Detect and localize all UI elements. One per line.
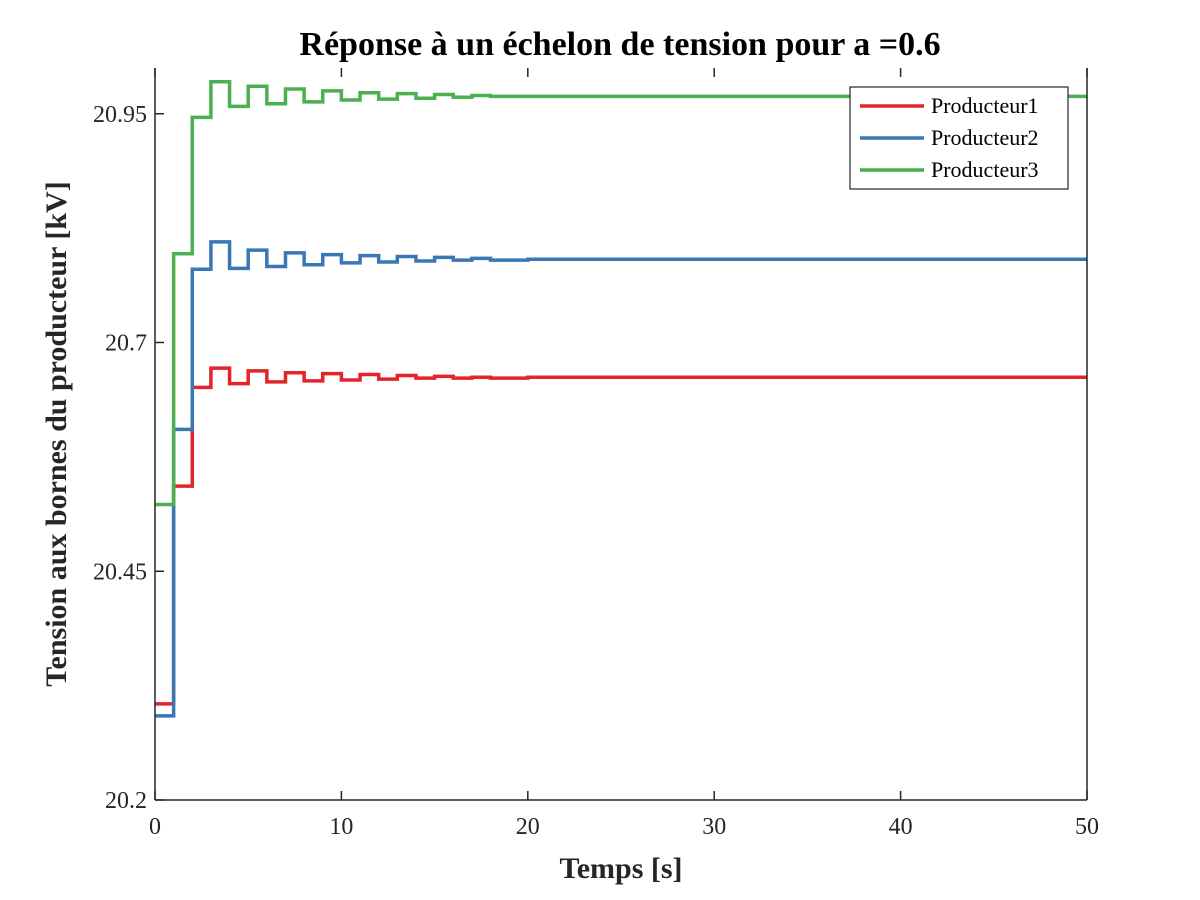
y-ticks: 20.2 20.45 20.7 20.95 [93,102,164,814]
x-tick-label: 30 [702,814,726,840]
x-tick-label: 0 [149,814,161,840]
x-tick-label: 50 [1075,814,1099,840]
plot-area [155,68,1087,800]
series-line-1 [155,366,1087,706]
legend-label-3: Producteur3 [931,157,1039,182]
y-tick-label: 20.7 [105,331,147,357]
y-tick-label: 20.45 [93,559,147,585]
series-line-3 [155,79,1087,507]
x-tick-label: 10 [329,814,353,840]
x-tick-label: 40 [889,814,913,840]
y-tick-label: 20.95 [93,102,147,128]
legend-label-1: Producteur1 [931,93,1039,118]
chart-title: Réponse à un échelon de tension pour a =… [299,26,940,63]
y-tick-label: 20.2 [105,788,147,814]
series-line-2 [155,240,1087,718]
x-tick-label: 20 [516,814,540,840]
y-axis-label: Tension aux bornes du producteur [kV] [40,181,73,686]
x-ticks: 0 10 20 30 40 50 [149,68,1099,840]
legend-label-2: Producteur2 [931,125,1039,150]
x-axis-label: Temps [s] [559,852,682,885]
series-layer [155,79,1087,718]
legend: Producteur1 Producteur2 Producteur3 [849,86,1069,190]
